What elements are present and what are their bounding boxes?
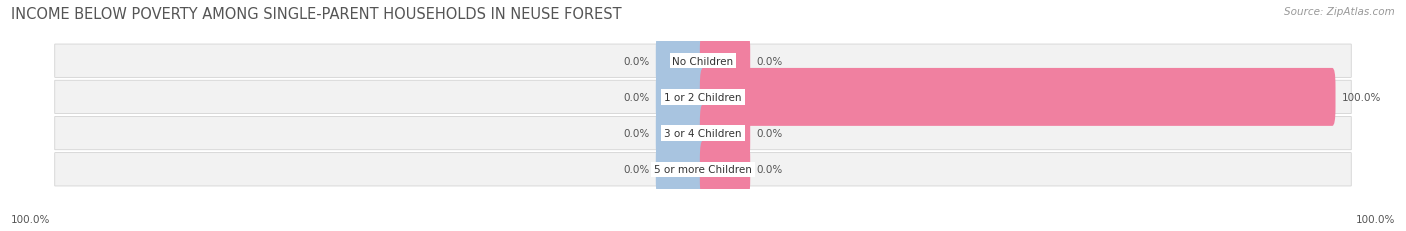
FancyBboxPatch shape bbox=[700, 141, 751, 198]
FancyBboxPatch shape bbox=[655, 105, 706, 162]
FancyBboxPatch shape bbox=[55, 117, 1351, 150]
FancyBboxPatch shape bbox=[700, 105, 751, 162]
Text: 0.0%: 0.0% bbox=[623, 92, 650, 103]
Text: 0.0%: 0.0% bbox=[623, 165, 650, 175]
Text: 3 or 4 Children: 3 or 4 Children bbox=[664, 128, 742, 139]
FancyBboxPatch shape bbox=[55, 81, 1351, 114]
FancyBboxPatch shape bbox=[700, 69, 1336, 126]
FancyBboxPatch shape bbox=[655, 33, 706, 90]
Text: 0.0%: 0.0% bbox=[756, 128, 783, 139]
FancyBboxPatch shape bbox=[55, 153, 1351, 186]
FancyBboxPatch shape bbox=[655, 69, 706, 126]
Text: 1 or 2 Children: 1 or 2 Children bbox=[664, 92, 742, 103]
FancyBboxPatch shape bbox=[55, 45, 1351, 78]
Text: No Children: No Children bbox=[672, 56, 734, 66]
Text: INCOME BELOW POVERTY AMONG SINGLE-PARENT HOUSEHOLDS IN NEUSE FOREST: INCOME BELOW POVERTY AMONG SINGLE-PARENT… bbox=[11, 7, 621, 22]
FancyBboxPatch shape bbox=[655, 141, 706, 198]
Text: 0.0%: 0.0% bbox=[623, 128, 650, 139]
Text: 0.0%: 0.0% bbox=[756, 165, 783, 175]
FancyBboxPatch shape bbox=[700, 33, 751, 90]
Text: Source: ZipAtlas.com: Source: ZipAtlas.com bbox=[1284, 7, 1395, 17]
Text: 100.0%: 100.0% bbox=[1341, 92, 1381, 103]
Text: 100.0%: 100.0% bbox=[1355, 214, 1395, 224]
Text: 100.0%: 100.0% bbox=[11, 214, 51, 224]
Text: 5 or more Children: 5 or more Children bbox=[654, 165, 752, 175]
Text: 0.0%: 0.0% bbox=[623, 56, 650, 66]
Text: 0.0%: 0.0% bbox=[756, 56, 783, 66]
